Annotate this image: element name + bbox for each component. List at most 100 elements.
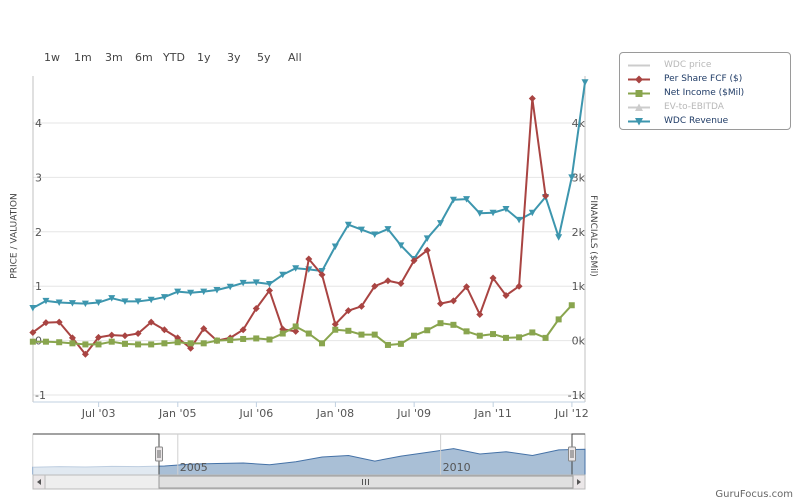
right-tick-label: -1k xyxy=(568,389,586,402)
per-share-fcf-point xyxy=(449,297,457,305)
wdc-revenue-point xyxy=(581,79,589,86)
per-share-fcf-point xyxy=(423,246,431,254)
wdc-revenue-point xyxy=(121,298,129,305)
per-share-fcf-point xyxy=(436,300,444,308)
per-share-fcf-point xyxy=(292,327,300,335)
left-tick-label: 4 xyxy=(35,117,42,130)
wdc-revenue-point xyxy=(502,205,510,213)
per-share-fcf-point xyxy=(318,271,326,279)
wdc-revenue-point xyxy=(555,234,563,241)
left-tick-label: 1 xyxy=(35,280,42,293)
per-share-fcf-point xyxy=(410,257,418,265)
wdc-revenue-point xyxy=(489,209,497,217)
per-share-fcf-point xyxy=(357,302,365,310)
range-1y-button[interactable]: 1y xyxy=(197,51,211,64)
net-income-mil-point xyxy=(279,330,286,337)
net-income-mil-point xyxy=(305,330,312,337)
net-income-mil-point xyxy=(227,337,234,344)
range-3y-button[interactable]: 3y xyxy=(227,51,241,64)
right-tick-label: 2k xyxy=(572,226,586,239)
x-tick-label: Jul '03 xyxy=(81,407,116,420)
per-share-fcf-point xyxy=(29,328,37,336)
right-tick-label: 1k xyxy=(572,280,586,293)
legend-label: WDC Revenue xyxy=(664,116,729,126)
wdc-revenue-point xyxy=(515,216,523,224)
net-income-mil-point xyxy=(200,340,207,347)
range-ytd-button[interactable]: YTD xyxy=(163,51,185,64)
wdc-revenue-point xyxy=(108,295,116,302)
navigator-right-handle[interactable] xyxy=(568,446,576,462)
per-share-fcf-point xyxy=(384,277,392,285)
wdc-revenue-point xyxy=(81,300,89,308)
wdc-revenue-point xyxy=(528,209,536,217)
net-income-mil-point xyxy=(502,334,509,341)
wdc-revenue-point xyxy=(292,265,300,272)
net-income-mil-point xyxy=(529,329,536,336)
wdc-revenue-point xyxy=(134,298,142,305)
wdc-revenue-point xyxy=(423,235,431,242)
wdc-revenue-point xyxy=(463,196,471,203)
navigator-left-handle[interactable] xyxy=(155,446,163,462)
net-income-mil-point xyxy=(148,341,155,348)
line-icon xyxy=(628,64,650,67)
wdc-revenue-point xyxy=(29,304,37,312)
net-income-mil-point xyxy=(135,341,142,348)
range-all-button[interactable]: All xyxy=(288,51,302,64)
net-income-mil-point xyxy=(95,341,102,348)
net-income-mil-point xyxy=(121,340,128,347)
per-share-fcf-point xyxy=(147,318,155,326)
net-income-mil-point xyxy=(384,341,391,348)
range-1w-button[interactable]: 1w xyxy=(44,51,60,64)
x-tick-label: Jan '08 xyxy=(316,407,354,420)
per-share-fcf-point xyxy=(515,282,523,290)
net-income-mil-point xyxy=(358,331,365,338)
per-share-fcf-point xyxy=(542,192,550,200)
wdc-revenue-point xyxy=(147,296,155,304)
per-share-fcf-point xyxy=(331,320,339,328)
range-6m-button[interactable]: 6m xyxy=(135,51,153,64)
net-income-mil-point xyxy=(82,341,89,348)
per-share-fcf-point xyxy=(121,332,129,340)
net-income-mil-point xyxy=(213,337,220,344)
per-share-fcf-point xyxy=(187,344,195,352)
wdc-revenue-point xyxy=(42,297,50,305)
wdc-revenue-point xyxy=(252,279,260,286)
range-3m-button[interactable]: 3m xyxy=(105,51,123,64)
net-income-mil-point xyxy=(42,338,49,345)
net-income-mil-point xyxy=(187,340,194,347)
net-income-mil-point xyxy=(450,321,457,328)
wdc-revenue-point xyxy=(200,288,208,296)
wdc-revenue-point xyxy=(174,288,182,296)
net-income-mil-point xyxy=(319,340,326,347)
range-5y-button[interactable]: 5y xyxy=(257,51,271,64)
legend-label: Per Share FCF ($) xyxy=(664,74,743,84)
per-share-fcf-point xyxy=(371,282,379,290)
per-share-fcf-point xyxy=(108,331,116,339)
per-share-fcf-point xyxy=(344,307,352,315)
wdc-revenue-point xyxy=(265,281,273,288)
wdc-revenue-point xyxy=(397,242,405,249)
net-income-mil-point xyxy=(174,339,181,346)
x-tick-label: Jul '06 xyxy=(238,407,273,420)
net-income-mil-point xyxy=(292,323,299,330)
per-share-fcf-point xyxy=(42,319,50,327)
per-share-fcf-point xyxy=(252,305,260,313)
wdc-revenue-point xyxy=(384,226,392,233)
net-income-mil-point xyxy=(332,326,339,333)
per-share-fcf-point xyxy=(134,330,142,338)
wdc-revenue-point xyxy=(160,294,168,301)
net-income-mil-point xyxy=(424,327,431,334)
diamond-marker-icon xyxy=(628,75,650,84)
net-income-mil-point xyxy=(542,334,549,341)
triangle-marker-icon xyxy=(628,103,650,111)
navigator-year-label: 2005 xyxy=(180,461,208,474)
net-income-mil-point xyxy=(397,340,404,347)
range-1m-button[interactable]: 1m xyxy=(74,51,92,64)
per-share-fcf-point xyxy=(200,325,208,333)
net-income-mil-point xyxy=(161,340,168,347)
wdc-revenue-point xyxy=(55,299,63,307)
x-tick-label: Jan '05 xyxy=(158,407,196,420)
legend-label: WDC price xyxy=(664,60,712,70)
legend-label: Net Income ($Mil) xyxy=(664,88,745,98)
